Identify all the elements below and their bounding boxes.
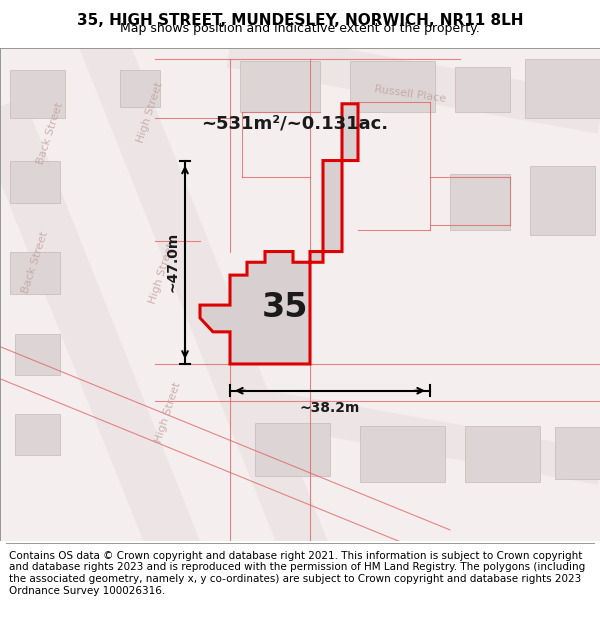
Text: ~38.2m: ~38.2m xyxy=(300,401,360,416)
Bar xyxy=(120,69,160,107)
Bar xyxy=(450,174,510,230)
Bar xyxy=(240,61,320,112)
Text: High Street: High Street xyxy=(154,381,182,444)
Bar xyxy=(10,161,60,203)
Bar xyxy=(10,251,60,294)
Text: High Street: High Street xyxy=(136,81,164,144)
Bar xyxy=(525,59,600,118)
Text: Contains OS data © Crown copyright and database right 2021. This information is : Contains OS data © Crown copyright and d… xyxy=(9,551,585,596)
Text: High Street: High Street xyxy=(148,241,176,304)
Polygon shape xyxy=(200,104,358,364)
Bar xyxy=(555,427,600,479)
Bar xyxy=(465,426,540,482)
Text: Map shows position and indicative extent of the property.: Map shows position and indicative extent… xyxy=(120,22,480,34)
Bar xyxy=(360,426,445,482)
Bar xyxy=(530,166,595,236)
Bar xyxy=(10,69,65,118)
Bar xyxy=(455,68,510,112)
Text: 35, HIGH STREET, MUNDESLEY, NORWICH, NR11 8LH: 35, HIGH STREET, MUNDESLEY, NORWICH, NR1… xyxy=(77,14,523,29)
Text: ~47.0m: ~47.0m xyxy=(165,232,179,292)
Bar xyxy=(350,61,435,112)
Text: ~531m²/~0.131ac.: ~531m²/~0.131ac. xyxy=(202,114,389,132)
Bar xyxy=(255,423,330,476)
Text: 35: 35 xyxy=(262,291,308,324)
Text: Back Street: Back Street xyxy=(35,101,65,166)
Bar xyxy=(15,334,60,374)
Bar xyxy=(15,414,60,455)
Text: Back Street: Back Street xyxy=(20,230,50,294)
Text: Russell Place: Russell Place xyxy=(374,84,446,104)
